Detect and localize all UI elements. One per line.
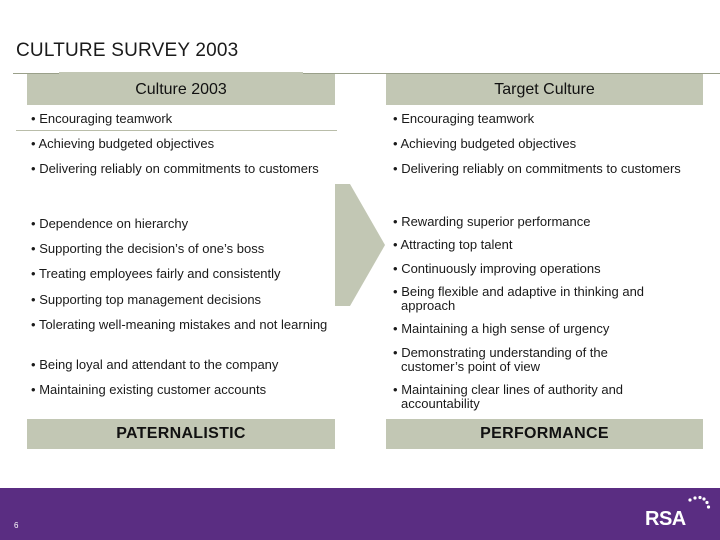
slide-title: CULTURE SURVEY 2003 [16, 40, 239, 61]
logo-text: RSA [645, 508, 686, 530]
right-column-header-label: Target Culture [494, 80, 595, 98]
left-item: • Maintaining existing customer accounts [31, 382, 267, 397]
right-item: • Being flexible and adaptive in thinkin… [393, 284, 645, 313]
right-item: • Attracting top talent [393, 237, 513, 252]
right-item: • Demonstrating understanding of the cus… [393, 345, 608, 374]
right-column-footer: PERFORMANCE [386, 419, 703, 449]
title-rule [13, 73, 720, 74]
right-item: • Continuously improving operations [393, 261, 601, 276]
left-item: • Supporting the decision’s of one’s bos… [31, 241, 265, 256]
left-column-header-label: Culture 2003 [135, 80, 227, 98]
left-column-header: Culture 2003 [27, 72, 335, 105]
left-item: • Treating employees fairly and consiste… [31, 266, 281, 281]
footer-bar [0, 488, 720, 540]
right-item: • Maintaining clear lines of authority a… [393, 382, 624, 411]
left-item: • Being loyal and attendant to the compa… [31, 357, 279, 372]
right-arrow-icon [335, 184, 385, 306]
right-item: • Achieving budgeted objectives [393, 136, 577, 151]
left-item: • Supporting top management decisions [31, 292, 262, 307]
left-item: • Dependence on hierarchy [31, 216, 189, 231]
row-divider [16, 130, 337, 131]
left-column-footer: PATERNALISTIC [27, 419, 335, 449]
right-item: • Encouraging teamwork [393, 111, 535, 126]
left-item: • Achieving budgeted objectives [31, 136, 215, 151]
left-item: • Tolerating well-meaning mistakes and n… [31, 317, 328, 332]
header-tab [59, 72, 303, 74]
rsa-logo-icon [688, 495, 711, 509]
right-item: • Maintaining a high sense of urgency [393, 321, 610, 336]
left-item: • Encouraging teamwork [31, 111, 173, 126]
left-item: • Delivering reliably on commitments to … [31, 161, 319, 176]
page-number: 6 [14, 521, 19, 530]
right-column-header: Target Culture [386, 74, 703, 105]
right-item: • Delivering reliably on commitments to … [393, 161, 681, 176]
right-item: • Rewarding superior performance [393, 214, 591, 229]
